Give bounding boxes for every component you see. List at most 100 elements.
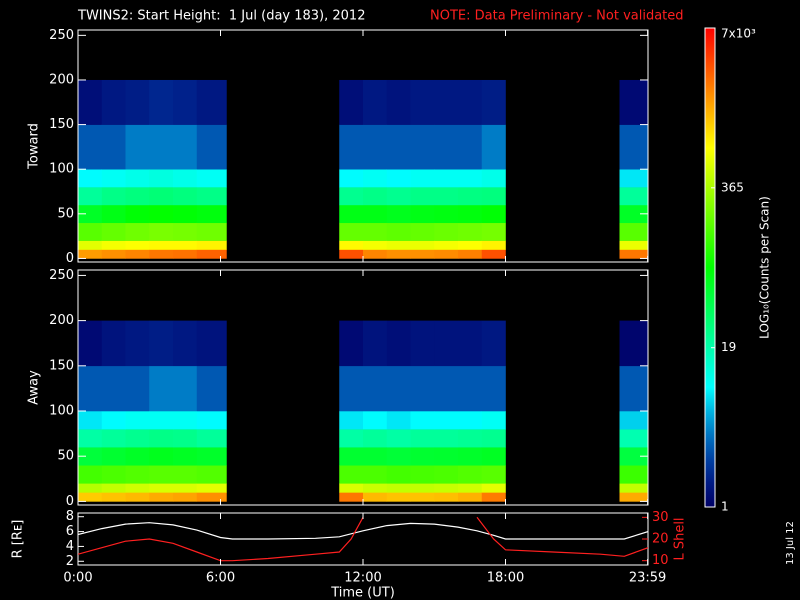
heatmap-cell <box>173 411 198 430</box>
heatmap-cell <box>101 249 126 259</box>
heatmap-cell <box>196 447 227 466</box>
colorbar-tick-label: 365 <box>721 180 744 194</box>
heatmap-cell <box>149 187 174 206</box>
y-tick-label: 100 <box>49 404 74 419</box>
heatmap-cell <box>363 492 388 502</box>
y2-axis-label: L Shell <box>673 517 688 560</box>
heatmap-cell <box>339 187 364 206</box>
heatmap-cell <box>386 187 411 206</box>
heatmap-cell <box>458 187 483 206</box>
y-axis-label: R [Rᴇ] <box>11 520 26 559</box>
heatmap-cell <box>78 187 103 206</box>
heatmap-cell <box>196 320 227 367</box>
heatmap-cell <box>173 187 198 206</box>
heatmap-cell <box>196 169 227 188</box>
heatmap-cell <box>196 411 227 430</box>
heatmap-cell <box>410 169 435 188</box>
heatmap-cell <box>619 222 649 241</box>
heatmap-cell <box>78 79 103 125</box>
x-tick-label: 6:00 <box>206 571 235 586</box>
y-tick-label: 0 <box>66 251 74 266</box>
heatmap-cell <box>173 169 198 188</box>
heatmap-cell <box>339 483 364 493</box>
heatmap-cell <box>434 411 459 430</box>
heatmap-cell <box>101 240 126 250</box>
heatmap-cell <box>125 429 150 448</box>
heatmap-cell <box>410 465 435 484</box>
heatmap-cell <box>481 249 506 259</box>
heatmap-cell <box>481 465 506 484</box>
heatmap-cell <box>410 249 435 259</box>
heatmap-cell <box>386 320 411 367</box>
y2-tick-label: 30 <box>652 510 669 525</box>
heatmap-cell <box>78 492 103 502</box>
heatmap-cell <box>173 465 198 484</box>
heatmap-cell <box>101 465 126 484</box>
heatmap-cell <box>149 447 174 466</box>
series-line <box>78 522 648 540</box>
heatmap-cell <box>149 169 174 188</box>
heatmap-cell <box>619 187 649 206</box>
heatmap-cell <box>196 429 227 448</box>
heatmap-cell <box>339 222 364 241</box>
heatmap-cell <box>458 222 483 241</box>
heatmap-cell <box>78 240 103 250</box>
heatmap-cell <box>339 320 364 367</box>
heatmap-cell <box>149 320 174 367</box>
heatmap-cell <box>410 320 435 367</box>
heatmap-cell <box>173 222 198 241</box>
heatmap-cell <box>173 365 198 412</box>
heatmap-cell <box>434 169 459 188</box>
heatmap-cell <box>410 240 435 250</box>
heatmap-cell <box>78 222 103 241</box>
heatmap-cell <box>410 447 435 466</box>
heatmap-cell <box>125 465 150 484</box>
y-tick-label: 2 <box>66 554 74 569</box>
colorbar-label: LOG₁₀(Counts per Scan) <box>758 196 772 339</box>
heatmap-cell <box>173 483 198 493</box>
heatmap-cell <box>386 222 411 241</box>
heatmap-cell <box>339 79 364 125</box>
heatmap-cell <box>434 492 459 502</box>
heatmap-cell <box>458 411 483 430</box>
heatmap-cell <box>196 365 227 412</box>
x-tick-label: 23:59 <box>629 571 666 586</box>
heatmap-cell <box>196 249 227 259</box>
heatmap-cell <box>196 240 227 250</box>
heatmap-cell <box>619 320 649 367</box>
heatmap-cell <box>339 429 364 448</box>
title: TWINS2: Start Height: 1 Jul (day 183), 2… <box>77 9 365 24</box>
x-tick-label: 0:00 <box>63 571 92 586</box>
heatmap-cell <box>481 79 506 125</box>
heatmap-cell <box>125 249 150 259</box>
heatmap-cell <box>386 240 411 250</box>
heatmap-cell <box>173 447 198 466</box>
heatmap-cell <box>481 204 506 224</box>
heatmap-cell <box>101 365 126 412</box>
heatmap-cell <box>173 240 198 250</box>
x-tick-label: 18:00 <box>487 571 524 586</box>
heatmap-cell <box>619 365 649 412</box>
heatmap-cell <box>458 124 483 170</box>
heatmap-cell <box>481 222 506 241</box>
heatmap-cell <box>481 492 506 502</box>
heatmap-cell <box>125 169 150 188</box>
heatmap-cell <box>481 447 506 466</box>
heatmap-cell <box>339 411 364 430</box>
heatmap-cell <box>78 483 103 493</box>
heatmap-cell <box>101 79 126 125</box>
heatmap-cell <box>101 187 126 206</box>
heatmap-cell <box>339 204 364 224</box>
heatmap-cell <box>386 429 411 448</box>
heatmap-cell <box>101 124 126 170</box>
heatmap-cell <box>363 124 388 170</box>
heatmap-cell <box>410 411 435 430</box>
heatmap-cell <box>149 249 174 259</box>
heatmap-cell <box>481 483 506 493</box>
heatmap-cell <box>458 429 483 448</box>
heatmap-cell <box>78 169 103 188</box>
heatmap-cell <box>363 169 388 188</box>
heatmap-cell <box>458 249 483 259</box>
heatmap-cell <box>173 249 198 259</box>
